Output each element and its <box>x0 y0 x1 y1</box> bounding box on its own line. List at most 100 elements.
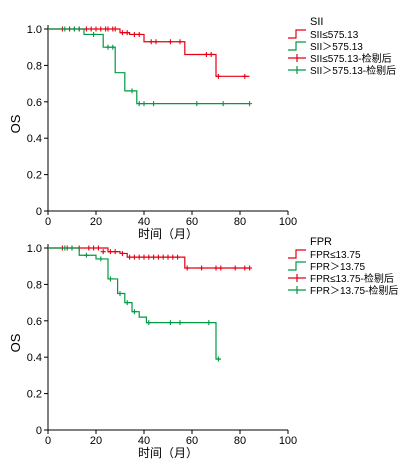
legend-label: SII≤575.13-检剔后 <box>310 52 392 65</box>
legend-censor-symbol <box>288 274 306 282</box>
censor-mark <box>177 39 183 45</box>
censor-mark <box>146 254 152 260</box>
censor-mark <box>100 249 106 255</box>
x-tick-label: 80 <box>234 435 246 447</box>
censor-mark <box>151 254 157 260</box>
censor-mark <box>110 44 116 50</box>
x-axis-title: 时间（月） <box>138 446 198 460</box>
censor-mark <box>247 265 253 271</box>
legend-label: SII≤575.13 <box>310 30 359 41</box>
series-2 <box>48 245 221 362</box>
censor-mark <box>83 26 89 32</box>
censor-mark <box>242 265 248 271</box>
y-tick-label: 0.8 <box>27 279 42 291</box>
y-tick-label: 0.8 <box>27 60 42 72</box>
censor-mark <box>69 245 75 251</box>
censor-mark <box>136 101 142 107</box>
censor-mark <box>165 254 171 260</box>
legend: FPR FPR≤13.75FPR＞13.75FPR≤13.75-检剔后FPR＞13… <box>288 236 398 297</box>
censor-mark <box>136 254 142 260</box>
survival-step-line <box>48 28 250 77</box>
censor-mark <box>93 26 99 32</box>
censor-mark <box>112 249 118 255</box>
y-tick-label: 0.6 <box>27 97 42 109</box>
censor-mark <box>119 250 125 256</box>
censor-mark <box>170 254 176 260</box>
censor-mark <box>155 254 161 260</box>
censor-mark <box>88 26 94 32</box>
legend-title: FPR <box>310 236 332 248</box>
legend-label: FPR≤13.75 <box>310 250 361 261</box>
censor-mark <box>206 320 212 326</box>
legend: SII SII≤575.13SII＞575.13SII≤575.13-检剔后SII… <box>288 16 396 77</box>
series-1 <box>48 26 250 79</box>
y-tick-label: 0.4 <box>27 352 42 364</box>
censor-mark <box>194 101 200 107</box>
x-tick-label: 60 <box>186 216 198 228</box>
censor-mark <box>141 101 147 107</box>
censor-mark <box>83 252 89 258</box>
censor-mark <box>129 88 135 94</box>
censor-mark <box>117 291 123 296</box>
y-axis-title: OS <box>8 333 23 352</box>
x-tick-label: 40 <box>138 435 150 447</box>
legend-censor-symbol <box>288 54 306 62</box>
y-tick-label: 1.0 <box>27 243 42 255</box>
y-tick-label: 0.4 <box>27 133 42 145</box>
km-chart-1: 00.20.40.60.81.00 20 40 60 80 100OS时间（月）SIISI… <box>8 16 396 241</box>
censor-mark <box>213 265 219 271</box>
censor-mark <box>215 356 221 362</box>
y-axis-title: OS <box>8 114 23 133</box>
censor-mark <box>105 44 111 50</box>
x-axis-title: 时间（月） <box>138 227 198 241</box>
censor-mark <box>86 245 92 251</box>
legend-censor-symbol <box>288 286 306 294</box>
censor-mark <box>131 31 137 37</box>
censor-mark <box>146 320 152 326</box>
y-tick-label: 1.0 <box>27 24 42 36</box>
censor-mark <box>76 26 82 32</box>
y-tick-label: 0 <box>36 425 42 437</box>
censor-mark <box>107 276 113 282</box>
legend-title: SII <box>310 16 323 28</box>
censor-mark <box>62 245 68 251</box>
censor-mark <box>160 254 166 260</box>
censor-mark <box>131 309 137 315</box>
survival-step-line <box>48 247 221 360</box>
survival-step-line <box>48 28 250 105</box>
censor-mark <box>215 73 221 79</box>
legend-censor-symbol <box>288 66 306 74</box>
censor-mark <box>153 39 159 45</box>
legend-label: SII＞575.13-检剔后 <box>310 64 396 77</box>
censor-mark <box>91 245 97 251</box>
x-tick-label: 40 <box>138 216 150 228</box>
legend-step-symbol <box>288 29 306 39</box>
series-2 <box>48 26 253 107</box>
censor-mark <box>91 31 97 37</box>
legend-step-symbol <box>288 249 306 259</box>
censor-mark <box>105 26 111 32</box>
censor-mark <box>124 300 130 306</box>
x-tick-label: 80 <box>234 216 246 228</box>
y-tick-label: 0.2 <box>27 170 42 182</box>
censor-mark <box>218 265 224 271</box>
censor-mark <box>177 320 183 326</box>
x-tick-label: 0 <box>45 435 51 447</box>
censor-mark <box>62 26 68 32</box>
x-tick-label: 100 <box>279 216 297 228</box>
legend-step-symbol <box>288 261 306 271</box>
censor-mark <box>136 31 142 37</box>
censor-mark <box>184 265 190 271</box>
x-tick-label: 0 <box>45 216 51 228</box>
censor-mark <box>220 101 226 107</box>
censor-mark <box>151 101 157 107</box>
censor-mark <box>71 26 77 32</box>
legend-label: FPR＞13.75 <box>310 262 365 273</box>
censor-mark <box>242 73 248 79</box>
x-tick-label: 20 <box>90 216 102 228</box>
censor-mark <box>232 265 238 271</box>
legend-label: FPR＞13.75-检剔后 <box>310 284 398 297</box>
censor-mark <box>208 51 214 57</box>
censor-mark <box>175 254 181 260</box>
